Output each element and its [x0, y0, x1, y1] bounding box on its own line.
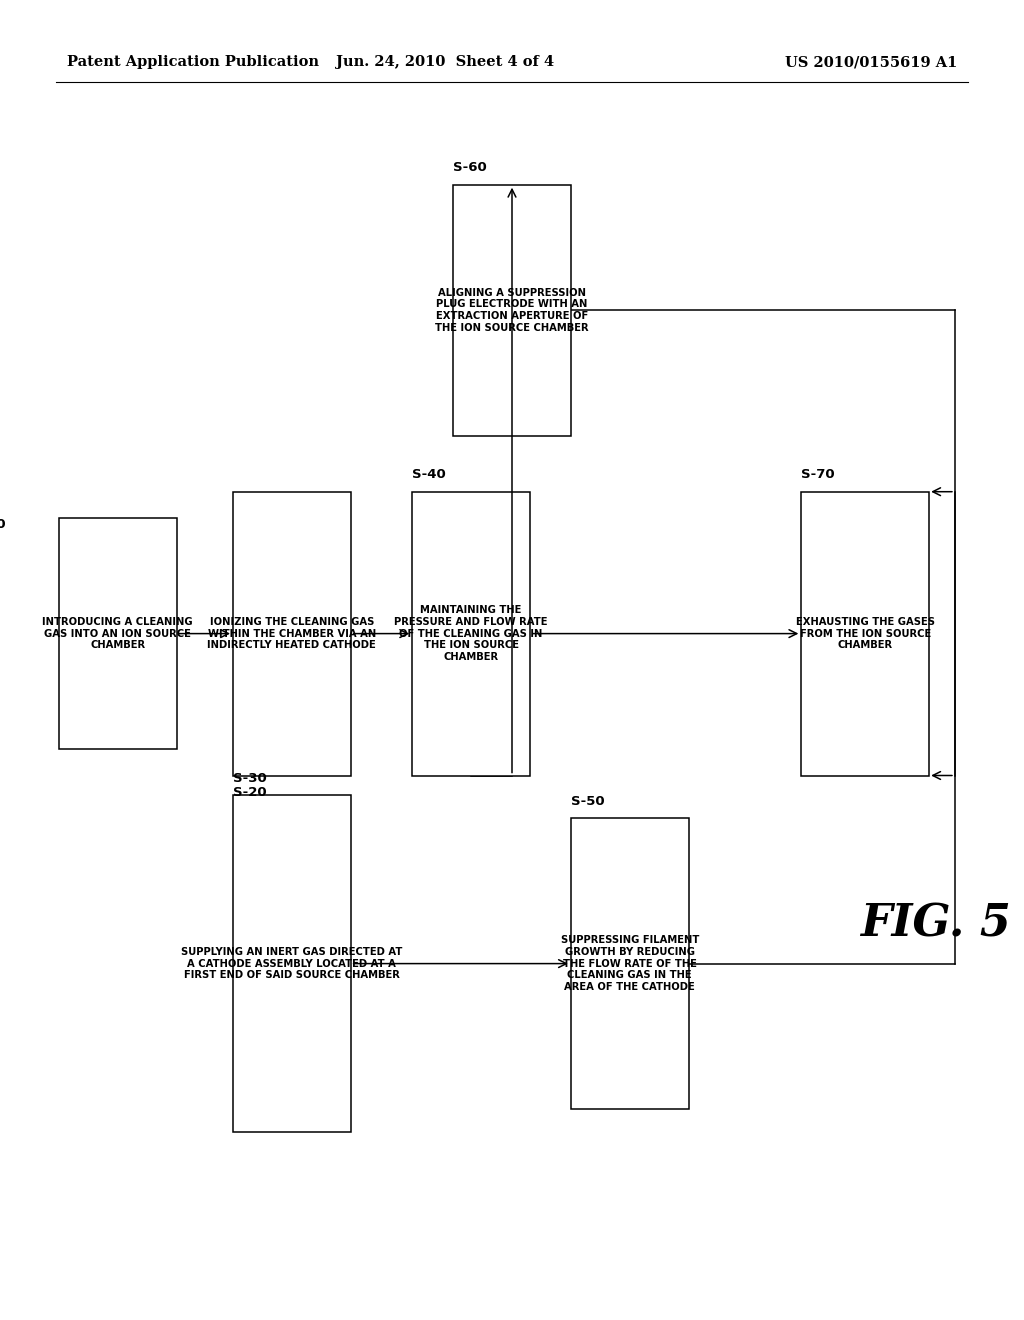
Text: S-50: S-50	[571, 795, 604, 808]
Text: ALIGNING A SUPPRESSION
PLUG ELECTRODE WITH AN
EXTRACTION APERTURE OF
THE ION SOU: ALIGNING A SUPPRESSION PLUG ELECTRODE WI…	[435, 288, 589, 333]
Text: IONIZING THE CLEANING GAS
WITHIN THE CHAMBER VIA AN
INDIRECTLY HEATED CATHODE: IONIZING THE CLEANING GAS WITHIN THE CHA…	[208, 616, 376, 651]
Text: MAINTAINING THE
PRESSURE AND FLOW RATE
OF THE CLEANING GAS IN
THE ION SOURCE
CHA: MAINTAINING THE PRESSURE AND FLOW RATE O…	[394, 606, 548, 661]
Bar	[571, 818, 688, 1109]
Bar	[59, 519, 177, 750]
Text: US 2010/0155619 A1: US 2010/0155619 A1	[785, 55, 957, 70]
Bar	[232, 492, 350, 776]
Text: S-60: S-60	[453, 161, 486, 174]
Text: SUPPLYING AN INERT GAS DIRECTED AT
A CATHODE ASSEMBLY LOCATED AT A
FIRST END OF : SUPPLYING AN INERT GAS DIRECTED AT A CAT…	[181, 946, 402, 981]
Bar	[412, 492, 530, 776]
Text: S-10: S-10	[0, 519, 5, 531]
Text: FIG. 5: FIG. 5	[860, 903, 1011, 945]
Text: INTRODUCING A CLEANING
GAS INTO AN ION SOURCE
CHAMBER: INTRODUCING A CLEANING GAS INTO AN ION S…	[42, 616, 194, 651]
Text: S-70: S-70	[801, 469, 835, 480]
Text: EXHAUSTING THE GASES
FROM THE ION SOURCE
CHAMBER: EXHAUSTING THE GASES FROM THE ION SOURCE…	[796, 616, 935, 651]
Text: S-30: S-30	[232, 772, 266, 784]
Bar	[453, 185, 571, 436]
Bar	[801, 492, 930, 776]
Text: SUPPRESSING FILAMENT
GROWTH BY REDUCING
THE FLOW RATE OF THE
CLEANING GAS IN THE: SUPPRESSING FILAMENT GROWTH BY REDUCING …	[560, 936, 699, 991]
Bar	[232, 795, 350, 1131]
Text: Jun. 24, 2010  Sheet 4 of 4: Jun. 24, 2010 Sheet 4 of 4	[336, 55, 555, 70]
Text: S-20: S-20	[232, 785, 266, 799]
Text: S-40: S-40	[412, 469, 445, 480]
Text: Patent Application Publication: Patent Application Publication	[67, 55, 318, 70]
